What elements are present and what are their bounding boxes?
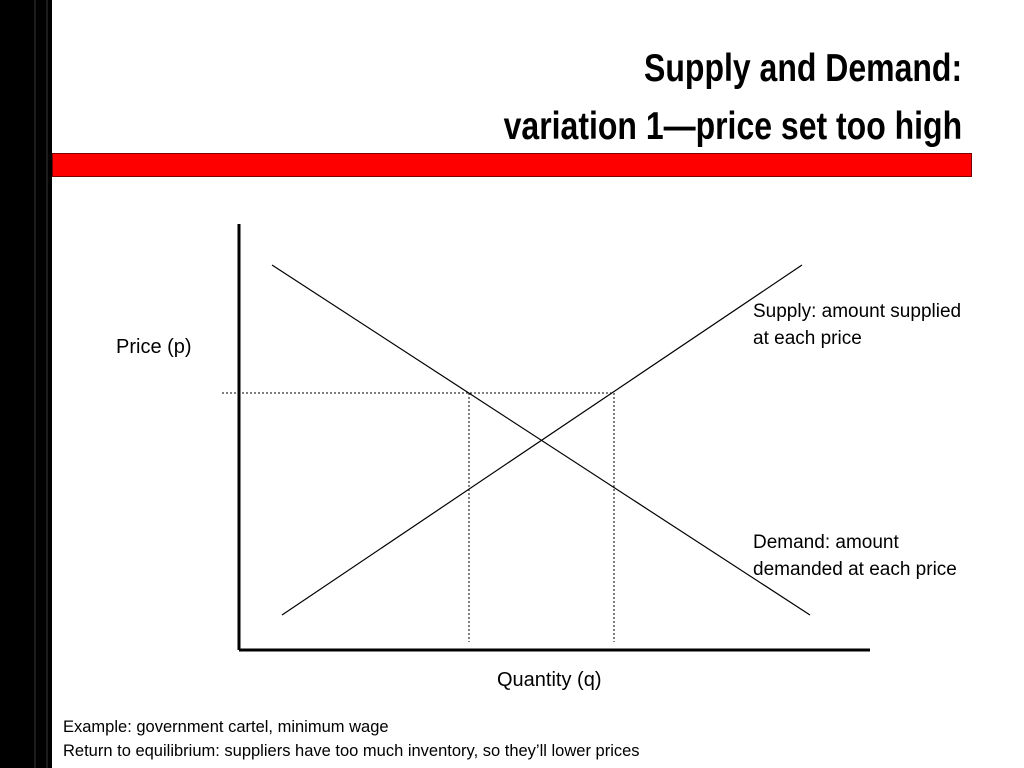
supply-annotation: Supply: amount supplied at each price	[753, 298, 961, 352]
footer-notes: Example: government cartel, minimum wage…	[63, 715, 640, 763]
demand-annotation-line-2: demanded at each price	[753, 559, 957, 580]
supply-curve	[281, 264, 803, 616]
side-bar-stripe	[34, 0, 36, 768]
y-axis-label: Price (p)	[116, 336, 192, 358]
x-axis-label: Quantity (q)	[497, 669, 602, 691]
title-line-2: variation 1—price set too high	[503, 105, 962, 148]
side-bar-stripe	[46, 0, 48, 768]
title-line-1: Supply and Demand:	[643, 47, 962, 90]
demand-annotation-line-1: Demand: amount	[753, 532, 899, 553]
footer-line-1: Example: government cartel, minimum wage	[63, 718, 389, 736]
supply-annotation-line-1: Supply: amount supplied	[753, 301, 962, 322]
supply-annotation-line-2: at each price	[753, 328, 862, 349]
footer-line-2: Return to equilibrium: suppliers have to…	[63, 742, 640, 760]
left-side-bar	[0, 0, 52, 768]
demand-annotation: Demand: amount demanded at each price	[753, 529, 957, 583]
title-underline-bar	[52, 153, 972, 177]
slide-title: Supply and Demand: variation 1—price set…	[504, 40, 962, 156]
